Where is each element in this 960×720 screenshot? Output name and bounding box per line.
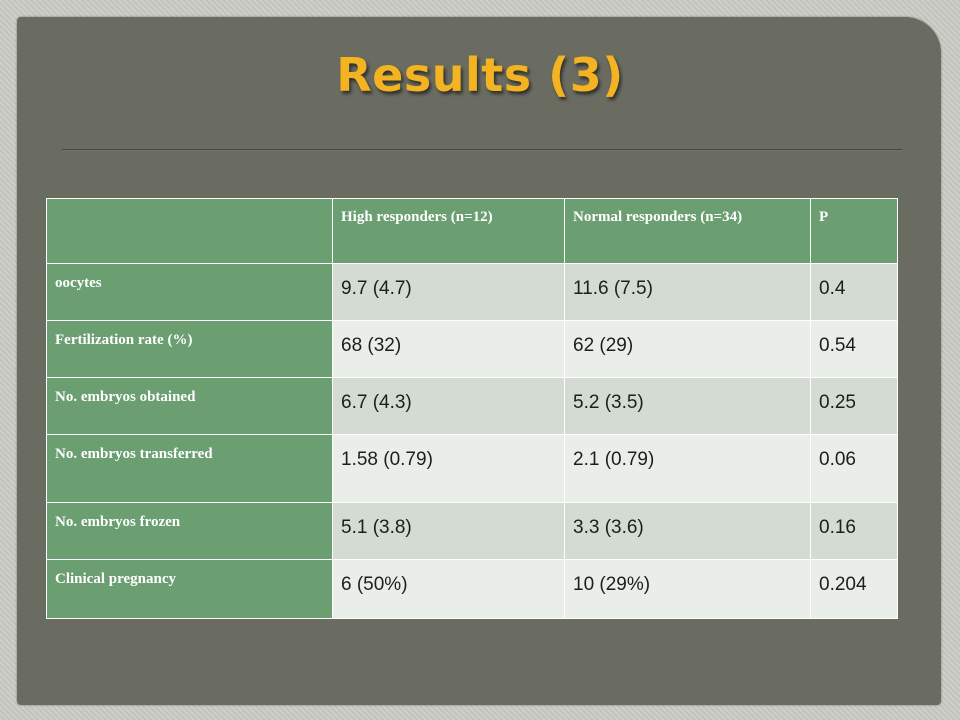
high-responders-value: 6.7 (4.3) — [332, 377, 565, 435]
row-label: No. embryos obtained — [46, 377, 333, 435]
table-row: No. embryos transferred 1.58 (0.79) 2.1 … — [46, 434, 898, 503]
high-responders-value: 68 (32) — [332, 320, 565, 378]
title-divider — [62, 149, 902, 150]
normal-responders-value: 10 (29%) — [564, 559, 811, 619]
high-responders-value: 1.58 (0.79) — [332, 434, 565, 503]
header-normal-responders: Normal responders (n=34) — [564, 198, 811, 264]
normal-responders-value: 2.1 (0.79) — [564, 434, 811, 503]
normal-responders-value: 3.3 (3.6) — [564, 502, 811, 560]
high-responders-value: 9.7 (4.7) — [332, 263, 565, 321]
table-row: No. embryos obtained 6.7 (4.3) 5.2 (3.5)… — [46, 377, 898, 435]
table-row: oocytes 9.7 (4.7) 11.6 (7.5) 0.4 — [46, 263, 898, 321]
normal-responders-value: 5.2 (3.5) — [564, 377, 811, 435]
header-p-value: P — [810, 198, 898, 264]
p-value: 0.16 — [810, 502, 898, 560]
header-high-responders: High responders (n=12) — [332, 198, 565, 264]
p-value: 0.54 — [810, 320, 898, 378]
results-table: High responders (n=12) Normal responders… — [46, 198, 898, 619]
table-row: Fertilization rate (%) 68 (32) 62 (29) 0… — [46, 320, 898, 378]
p-value: 0.06 — [810, 434, 898, 503]
normal-responders-value: 11.6 (7.5) — [564, 263, 811, 321]
row-label: Clinical pregnancy — [46, 559, 333, 619]
table-header-row: High responders (n=12) Normal responders… — [46, 198, 898, 264]
table-row: No. embryos frozen 5.1 (3.8) 3.3 (3.6) 0… — [46, 502, 898, 560]
high-responders-value: 6 (50%) — [332, 559, 565, 619]
row-label: oocytes — [46, 263, 333, 321]
header-corner-cell — [46, 198, 333, 264]
high-responders-value: 5.1 (3.8) — [332, 502, 565, 560]
row-label: Fertilization rate (%) — [46, 320, 333, 378]
row-label: No. embryos transferred — [46, 434, 333, 503]
normal-responders-value: 62 (29) — [564, 320, 811, 378]
row-label: No. embryos frozen — [46, 502, 333, 560]
p-value: 0.4 — [810, 263, 898, 321]
p-value: 0.204 — [810, 559, 898, 619]
slide-title: Results (3) — [336, 48, 624, 102]
p-value: 0.25 — [810, 377, 898, 435]
table-row: Clinical pregnancy 6 (50%) 10 (29%) 0.20… — [46, 559, 898, 619]
